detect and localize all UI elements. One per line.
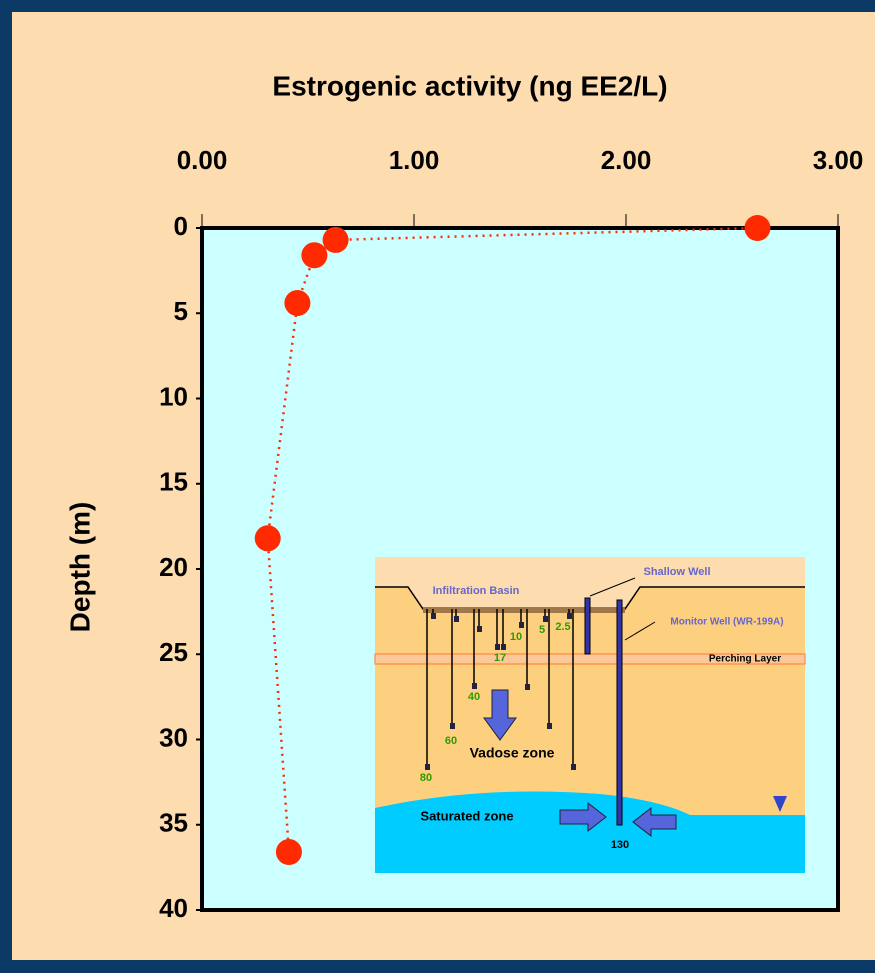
depth-label: 10 bbox=[510, 631, 522, 643]
point bbox=[276, 839, 302, 865]
monitor-well bbox=[617, 600, 622, 825]
inset-diagram: Shallow Well Infiltration Basin Monitor … bbox=[375, 557, 805, 873]
point bbox=[284, 290, 310, 316]
depth-label: 5 bbox=[539, 624, 545, 636]
y-tick-label: 35 bbox=[159, 808, 188, 838]
inset-label: Monitor Well (WR-199A) bbox=[670, 617, 783, 628]
y-tick-label: 5 bbox=[174, 296, 188, 326]
y-axis-label: Depth (m) bbox=[64, 502, 95, 633]
inset-label: Perching Layer bbox=[709, 654, 781, 665]
x-tick-label: 3.00 bbox=[813, 145, 864, 175]
depth-label: 80 bbox=[420, 772, 432, 784]
inset-label: Vadose zone bbox=[470, 745, 555, 761]
y-tick-label: 0 bbox=[174, 211, 188, 241]
inset-label: Saturated zone bbox=[420, 808, 513, 823]
depth-label: 17 bbox=[494, 652, 506, 664]
basin bbox=[423, 607, 625, 613]
x-tick-label: 1.00 bbox=[389, 145, 440, 175]
chart-title: Estrogenic activity (ng EE2/L) bbox=[272, 70, 667, 101]
x-tick-label: 0.00 bbox=[177, 145, 228, 175]
x-tick-label: 2.00 bbox=[601, 145, 652, 175]
y-tick-label: 15 bbox=[159, 467, 188, 497]
depth-label: 40 bbox=[468, 691, 480, 703]
point bbox=[744, 215, 770, 241]
depth-label: 60 bbox=[445, 735, 457, 747]
point bbox=[301, 242, 327, 268]
shallow-well bbox=[585, 598, 590, 654]
point bbox=[255, 525, 281, 551]
y-tick-label: 25 bbox=[159, 637, 188, 667]
y-tick-label: 10 bbox=[159, 381, 188, 411]
depth-label: 2.5 bbox=[555, 621, 570, 633]
depth-label: 130 bbox=[611, 839, 629, 851]
y-tick-label: 20 bbox=[159, 552, 188, 582]
inset-label: Infiltration Basin bbox=[433, 585, 520, 597]
page: {"chart_data":{"type":"scatter","title":… bbox=[0, 0, 875, 973]
chart: Shallow Well Infiltration Basin Monitor … bbox=[0, 0, 875, 973]
inset-label: Shallow Well bbox=[643, 566, 710, 578]
point bbox=[323, 227, 349, 253]
y-tick-label: 40 bbox=[159, 893, 188, 923]
y-tick-label: 30 bbox=[159, 722, 188, 752]
